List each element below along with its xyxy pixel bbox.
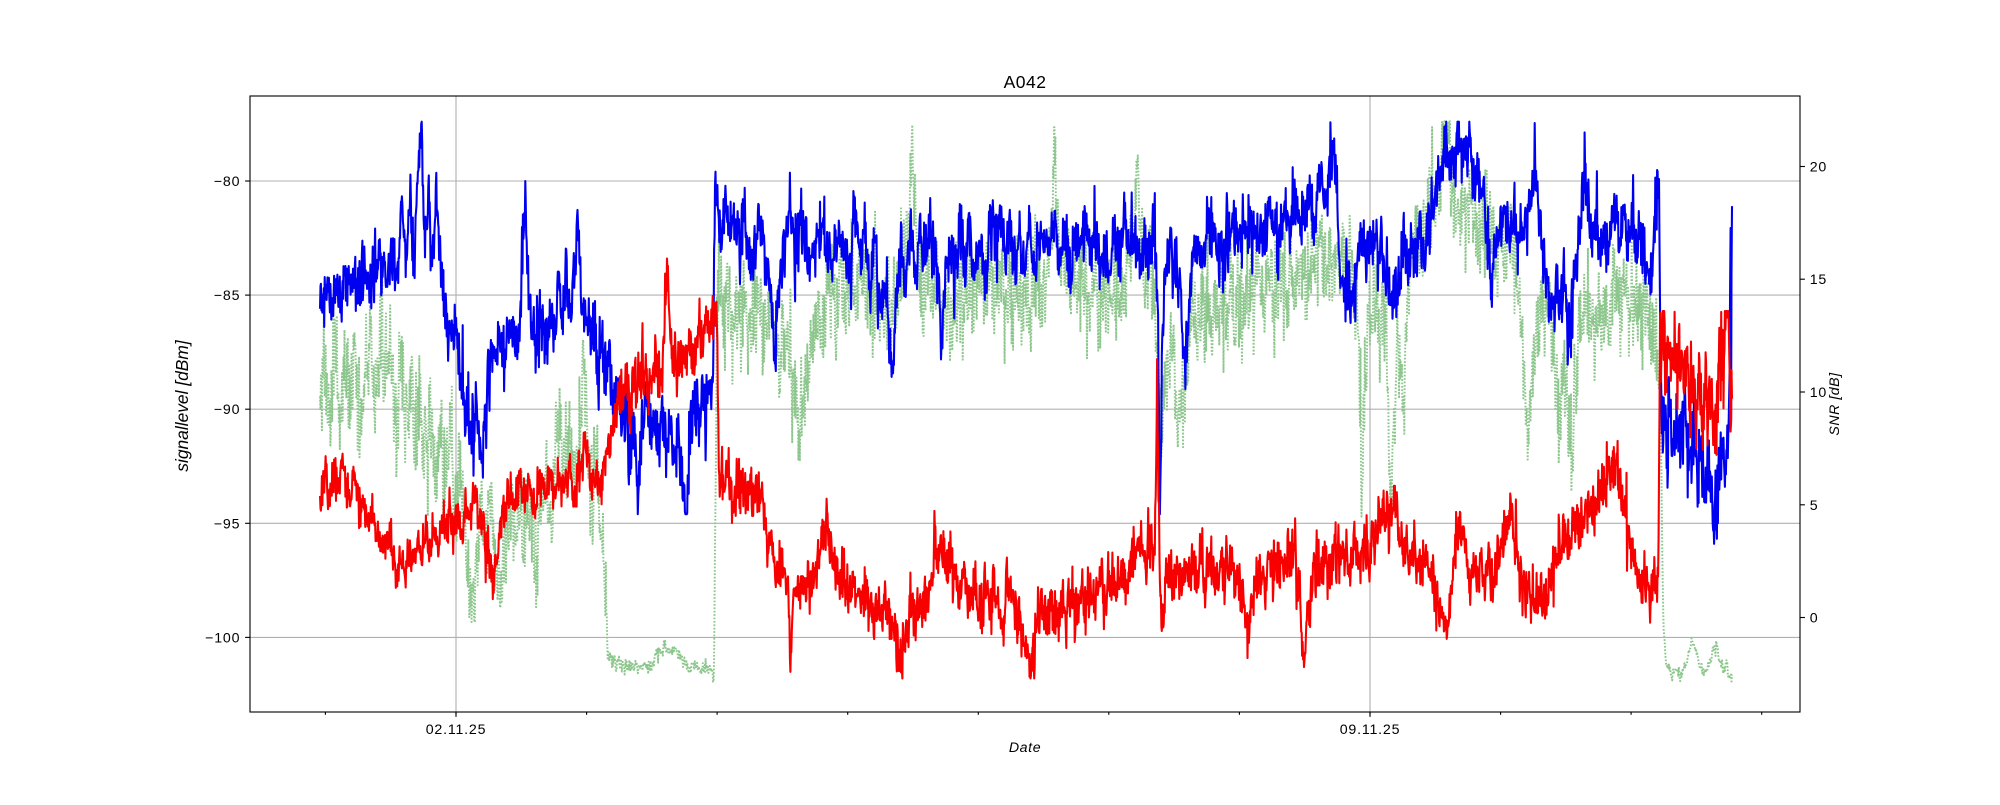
svg-text:10: 10 bbox=[1810, 385, 1827, 401]
svg-text:15: 15 bbox=[1810, 272, 1827, 288]
svg-text:0: 0 bbox=[1810, 611, 1819, 627]
svg-text:02.11.25: 02.11.25 bbox=[426, 722, 487, 738]
svg-text:−95: −95 bbox=[214, 516, 240, 532]
svg-text:A042: A042 bbox=[1004, 72, 1047, 92]
svg-text:−100: −100 bbox=[205, 630, 240, 646]
svg-text:−90: −90 bbox=[214, 402, 240, 418]
svg-text:−85: −85 bbox=[214, 288, 240, 304]
svg-text:signallevel [dBm]: signallevel [dBm] bbox=[172, 339, 192, 472]
svg-text:−80: −80 bbox=[214, 174, 240, 190]
svg-text:20: 20 bbox=[1810, 160, 1827, 176]
svg-text:SNR [dB]: SNR [dB] bbox=[1827, 372, 1843, 436]
svg-text:5: 5 bbox=[1810, 498, 1819, 514]
svg-text:Date: Date bbox=[1009, 740, 1041, 756]
svg-text:09.11.25: 09.11.25 bbox=[1340, 722, 1401, 738]
